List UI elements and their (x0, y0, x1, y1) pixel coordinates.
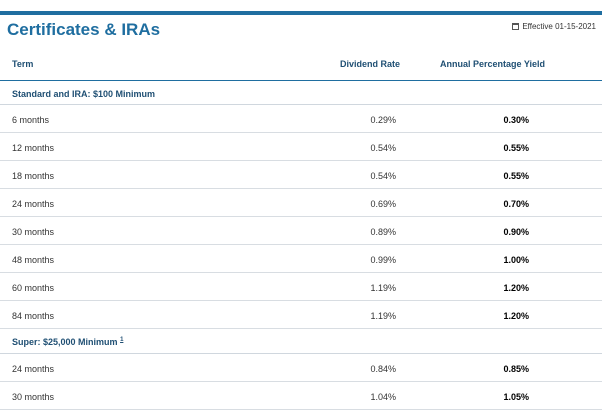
apy-cell: 0.30% (503, 115, 529, 125)
table-row: 48 months 0.99% 1.00% (0, 245, 602, 273)
table-row: 6 months 0.29% 0.30% (0, 105, 602, 133)
calendar-icon (512, 23, 520, 30)
table-row: 18 months 0.54% 0.55% (0, 161, 602, 189)
header-term: Term (12, 59, 34, 69)
top-accent-bar (0, 11, 602, 15)
term-cell: 12 months (12, 143, 55, 153)
apy-cell: 0.55% (503, 171, 529, 181)
table-header: Term Dividend Rate Annual Percentage Yie… (0, 47, 602, 81)
effective-date-text: Effective 01-15-2021 (522, 22, 596, 31)
apy-cell: 1.00% (503, 255, 529, 265)
table-row: 84 months 1.19% 1.20% (0, 301, 602, 329)
table-row: 30 months 0.89% 0.90% (0, 217, 602, 245)
rate-cell: 1.19% (370, 311, 396, 321)
table-row: 24 months 0.69% 0.70% (0, 189, 602, 217)
rate-cell: 0.54% (370, 143, 396, 153)
rate-cell: 0.54% (370, 171, 396, 181)
section-label: Super: $25,000 Minimum 1 (12, 337, 123, 347)
effective-date: Effective 01-15-2021 (512, 22, 596, 31)
table-row: 12 months 0.54% 0.55% (0, 133, 602, 161)
term-cell: 30 months (12, 227, 55, 237)
rate-cell: 0.69% (370, 199, 396, 209)
page-title: Certificates & IRAs (7, 20, 161, 39)
apy-cell: 0.70% (503, 199, 529, 209)
term-cell: 60 months (12, 283, 55, 293)
header-dividend-rate: Dividend Rate (340, 59, 401, 69)
header-apy: Annual Percentage Yield (440, 59, 546, 69)
rate-cell: 0.84% (370, 364, 396, 374)
rate-cell: 0.99% (370, 255, 396, 265)
apy-cell: 0.85% (503, 364, 529, 374)
term-cell: 84 months (12, 311, 55, 321)
term-cell: 24 months (12, 364, 55, 374)
rate-cell: 0.29% (370, 115, 396, 125)
term-cell: 48 months (12, 255, 55, 265)
apy-cell: 0.55% (503, 143, 529, 153)
footnote-link[interactable]: 1 (120, 337, 124, 343)
table-row: 30 months 1.04% 1.05% (0, 382, 602, 410)
rate-cell: 1.04% (370, 392, 396, 402)
apy-cell: 0.90% (503, 227, 529, 237)
table-row: 24 months 0.84% 0.85% (0, 354, 602, 382)
apy-cell: 1.05% (503, 392, 529, 402)
term-cell: 24 months (12, 199, 55, 209)
term-cell: 18 months (12, 171, 55, 181)
rate-cell: 1.19% (370, 283, 396, 293)
term-cell: 6 months (12, 115, 50, 125)
section-label-text: Super: $25,000 Minimum (12, 337, 118, 347)
section-super: Super: $25,000 Minimum 1 (0, 329, 602, 354)
apy-cell: 1.20% (503, 283, 529, 293)
term-cell: 30 months (12, 392, 55, 402)
rate-cell: 0.89% (370, 227, 396, 237)
section-standard-ira: Standard and IRA: $100 Minimum (0, 81, 602, 105)
section-label: Standard and IRA: $100 Minimum (12, 89, 156, 99)
apy-cell: 1.20% (503, 311, 529, 321)
table-row: 60 months 1.19% 1.20% (0, 273, 602, 301)
